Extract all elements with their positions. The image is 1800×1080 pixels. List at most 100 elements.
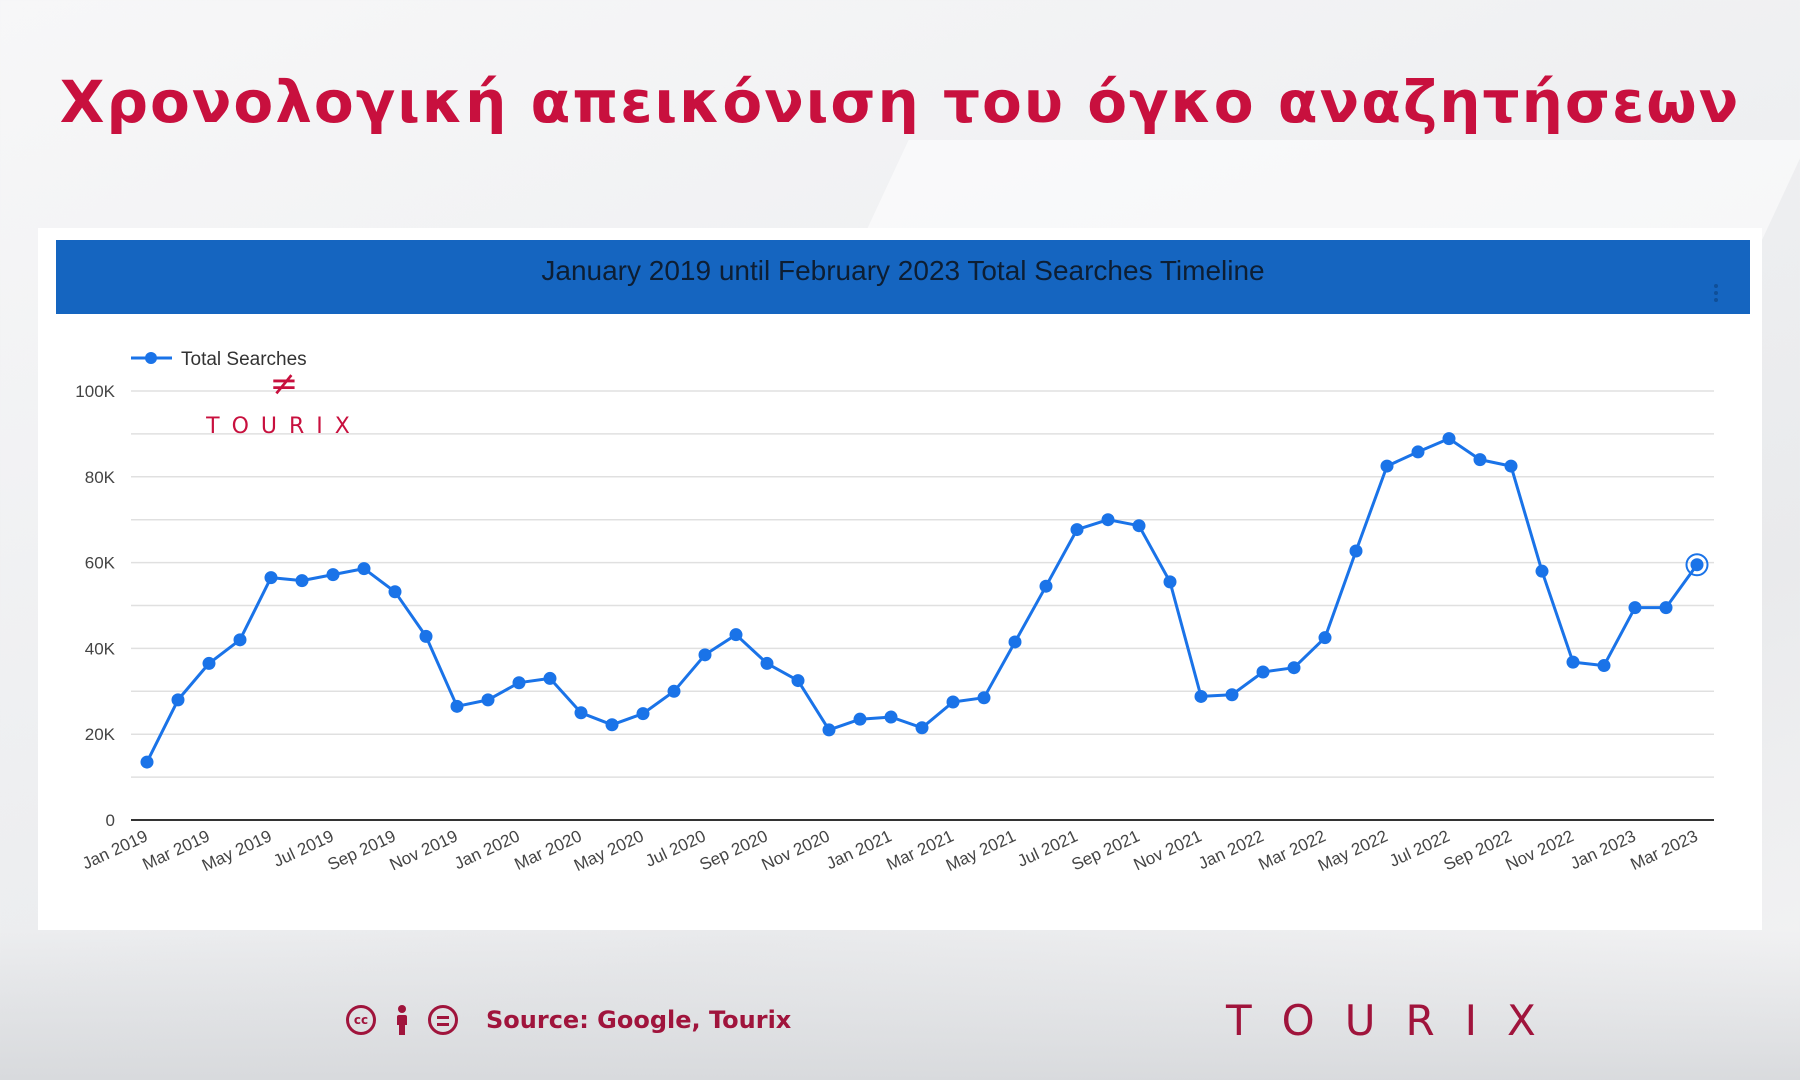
- x-tick-label: Jul 2020: [642, 826, 708, 870]
- series-line-total-searches: [145, 437, 1699, 763]
- data-point[interactable]: [1225, 688, 1239, 702]
- data-point[interactable]: [1690, 558, 1704, 572]
- data-point[interactable]: [512, 676, 526, 690]
- x-tick-label: Mar 2022: [1256, 826, 1329, 874]
- data-point[interactable]: [667, 684, 681, 698]
- chart-card: January 2019 until February 2023 Total S…: [38, 228, 1762, 930]
- data-point[interactable]: [1287, 661, 1301, 675]
- data-point[interactable]: [1349, 544, 1363, 558]
- x-tick-label: Mar 2020: [512, 826, 585, 874]
- x-tick-label: Jul 2019: [270, 826, 336, 870]
- chart-header: January 2019 until February 2023 Total S…: [56, 240, 1750, 314]
- data-point[interactable]: [574, 706, 588, 720]
- data-point[interactable]: [1628, 601, 1642, 615]
- data-point[interactable]: [233, 633, 247, 647]
- data-point[interactable]: [1163, 575, 1177, 589]
- data-point[interactable]: [357, 562, 371, 576]
- data-point[interactable]: [605, 718, 619, 732]
- data-point[interactable]: [915, 721, 929, 735]
- data-point[interactable]: [884, 710, 898, 724]
- background-shadow: [0, 930, 1800, 1080]
- x-tick-label: Jul 2021: [1014, 826, 1080, 870]
- data-point[interactable]: [1504, 459, 1518, 473]
- data-point[interactable]: [729, 628, 743, 642]
- data-point[interactable]: [1566, 655, 1580, 669]
- x-tick-label: May 2020: [571, 826, 647, 875]
- x-tick-label: Jan 2021: [823, 826, 894, 873]
- x-tick-label: Nov 2020: [759, 826, 833, 874]
- x-tick-label: May 2022: [1315, 826, 1391, 875]
- x-tick-label: May 2019: [199, 826, 275, 875]
- data-point[interactable]: [1070, 523, 1084, 537]
- data-point[interactable]: [202, 656, 216, 670]
- data-point[interactable]: [388, 585, 402, 599]
- x-tick-label: Jan 2020: [451, 826, 522, 873]
- data-point[interactable]: [326, 568, 340, 582]
- y-tick-label: 40K: [85, 639, 116, 658]
- x-tick-label: Jul 2022: [1386, 826, 1452, 870]
- data-point[interactable]: [853, 712, 867, 726]
- data-point-highlight: [1685, 553, 1709, 577]
- data-point[interactable]: [1535, 564, 1549, 578]
- data-point[interactable]: [171, 693, 185, 707]
- legend[interactable]: Total Searches: [131, 349, 307, 370]
- watermark-text: TOURIX: [205, 414, 362, 439]
- footer: cc Source: Google, Tourix: [346, 1000, 791, 1040]
- data-point[interactable]: [1101, 513, 1115, 527]
- x-tick-label: Mar 2019: [140, 826, 213, 874]
- y-tick-label: 60K: [85, 554, 116, 573]
- x-tick-label: Jan 2019: [79, 826, 150, 873]
- data-point[interactable]: [1008, 635, 1022, 649]
- data-point[interactable]: [977, 691, 991, 705]
- y-tick-label: 20K: [85, 725, 116, 744]
- data-point[interactable]: [1659, 601, 1673, 615]
- data-point[interactable]: [1039, 579, 1053, 593]
- data-point[interactable]: [698, 648, 712, 662]
- data-point[interactable]: [1132, 519, 1146, 533]
- data-point[interactable]: [760, 656, 774, 670]
- tourix-watermark: ≠ TOURIX: [205, 364, 362, 439]
- data-point[interactable]: [1411, 445, 1425, 459]
- data-point[interactable]: [1380, 459, 1394, 473]
- x-tick-label: Mar 2023: [1628, 826, 1701, 874]
- slide-title: Χρονολογική απεικόνιση του όγκο αναζητήσ…: [59, 68, 1741, 136]
- data-point[interactable]: [140, 755, 154, 769]
- data-point[interactable]: [481, 693, 495, 707]
- data-point[interactable]: [1473, 453, 1487, 467]
- x-tick-label: Sep 2021: [1069, 826, 1143, 874]
- y-tick-label: 0: [106, 811, 115, 830]
- data-point[interactable]: [419, 629, 433, 643]
- data-point[interactable]: [946, 695, 960, 709]
- data-points: [140, 432, 1709, 769]
- tourix-logo: TOURIX: [1226, 996, 1566, 1045]
- data-point[interactable]: [1318, 631, 1332, 645]
- data-point[interactable]: [791, 674, 805, 688]
- data-point[interactable]: [636, 707, 650, 721]
- watermark-mark: ≠: [270, 364, 299, 404]
- x-tick-label: Nov 2019: [387, 826, 461, 874]
- y-tick-label: 100K: [75, 382, 115, 401]
- data-point[interactable]: [450, 699, 464, 713]
- x-tick-label: Jan 2023: [1567, 826, 1638, 873]
- data-point[interactable]: [264, 571, 278, 585]
- data-point[interactable]: [1194, 689, 1208, 703]
- data-point[interactable]: [1256, 665, 1270, 679]
- data-point[interactable]: [543, 671, 557, 685]
- legend-label: Total Searches: [181, 349, 307, 370]
- x-tick-label: Sep 2020: [697, 826, 771, 874]
- creative-commons-icon: cc: [346, 1005, 376, 1035]
- data-point[interactable]: [1442, 432, 1456, 446]
- attribution-icon: [392, 1004, 412, 1036]
- x-tick-label: Nov 2021: [1131, 826, 1205, 874]
- x-tick-label: Jan 2022: [1195, 826, 1266, 873]
- data-point[interactable]: [1597, 659, 1611, 673]
- chart-title: January 2019 until February 2023 Total S…: [541, 255, 1265, 286]
- no-derivatives-icon: [428, 1005, 458, 1035]
- x-tick-label: May 2021: [943, 826, 1019, 875]
- y-tick-label: 80K: [85, 468, 116, 487]
- more-options-icon[interactable]: [1714, 284, 1718, 302]
- data-point[interactable]: [822, 723, 836, 737]
- data-point[interactable]: [295, 574, 309, 588]
